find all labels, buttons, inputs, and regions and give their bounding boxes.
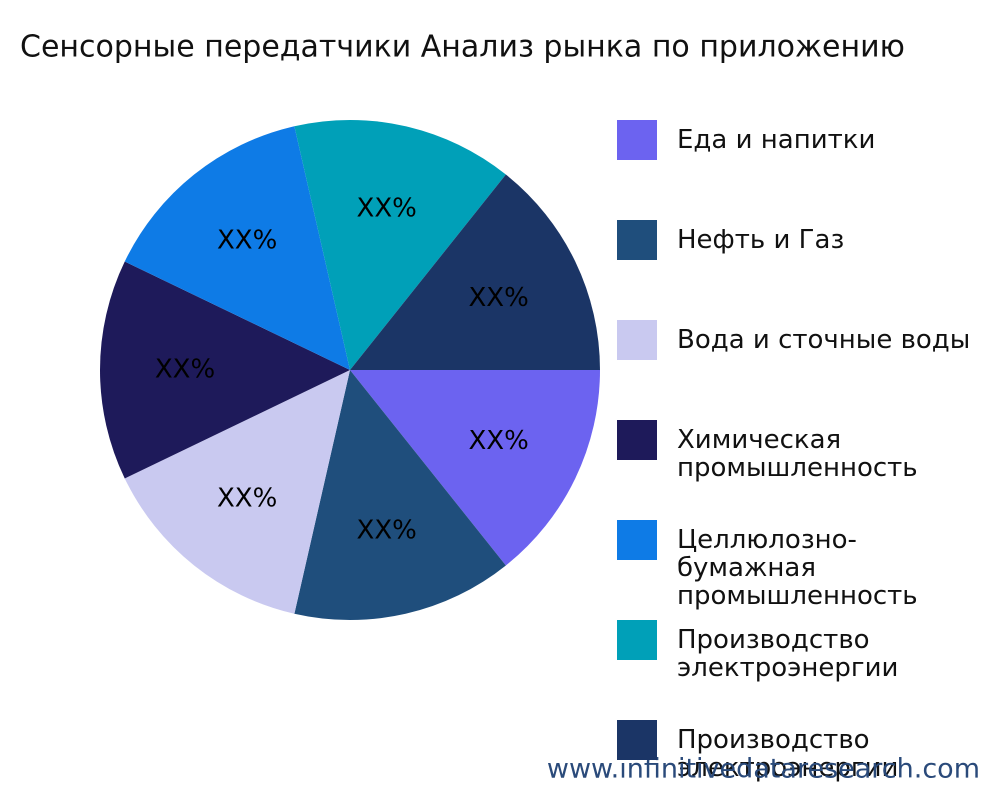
data-label: XX%: [217, 484, 277, 514]
watermark: www.infinitivedataresearch.com: [547, 754, 980, 785]
pie-slice: [99, 261, 350, 479]
legend-swatch: [617, 320, 657, 360]
legend-label: Нефть и Газ: [677, 225, 845, 255]
legend-label: Вода и сточные воды: [677, 325, 971, 355]
legend-label: Производство электроэнергии: [677, 625, 899, 683]
legend-swatch: [617, 120, 657, 160]
legend-label: Еда и напитки: [677, 125, 876, 155]
legend-label: Целлюлозно-бумажная промышленность: [677, 525, 918, 611]
legend-swatch: [617, 220, 657, 260]
pie-slice: [350, 174, 600, 370]
legend-swatch: [617, 720, 657, 760]
pie-slice: [294, 119, 506, 370]
legend-swatch: [617, 520, 657, 560]
data-label: XX%: [357, 515, 417, 545]
data-label: XX%: [217, 225, 277, 255]
pie-slice: [294, 370, 506, 621]
pie-slice: [124, 126, 350, 370]
legend-swatch: [617, 420, 657, 460]
data-label: XX%: [155, 355, 215, 385]
pie-slice: [124, 370, 350, 614]
legend-label: Производство электроэнергии: [677, 725, 899, 783]
chart-title: Сенсорные передатчики Анализ рынка по пр…: [20, 30, 905, 65]
data-label: XX%: [357, 194, 417, 224]
legend-swatch: [617, 620, 657, 660]
pie-slice: [350, 370, 600, 566]
legend-label: Химическая промышленность: [677, 425, 918, 483]
data-label: XX%: [468, 426, 528, 456]
data-label: XX%: [468, 283, 528, 313]
